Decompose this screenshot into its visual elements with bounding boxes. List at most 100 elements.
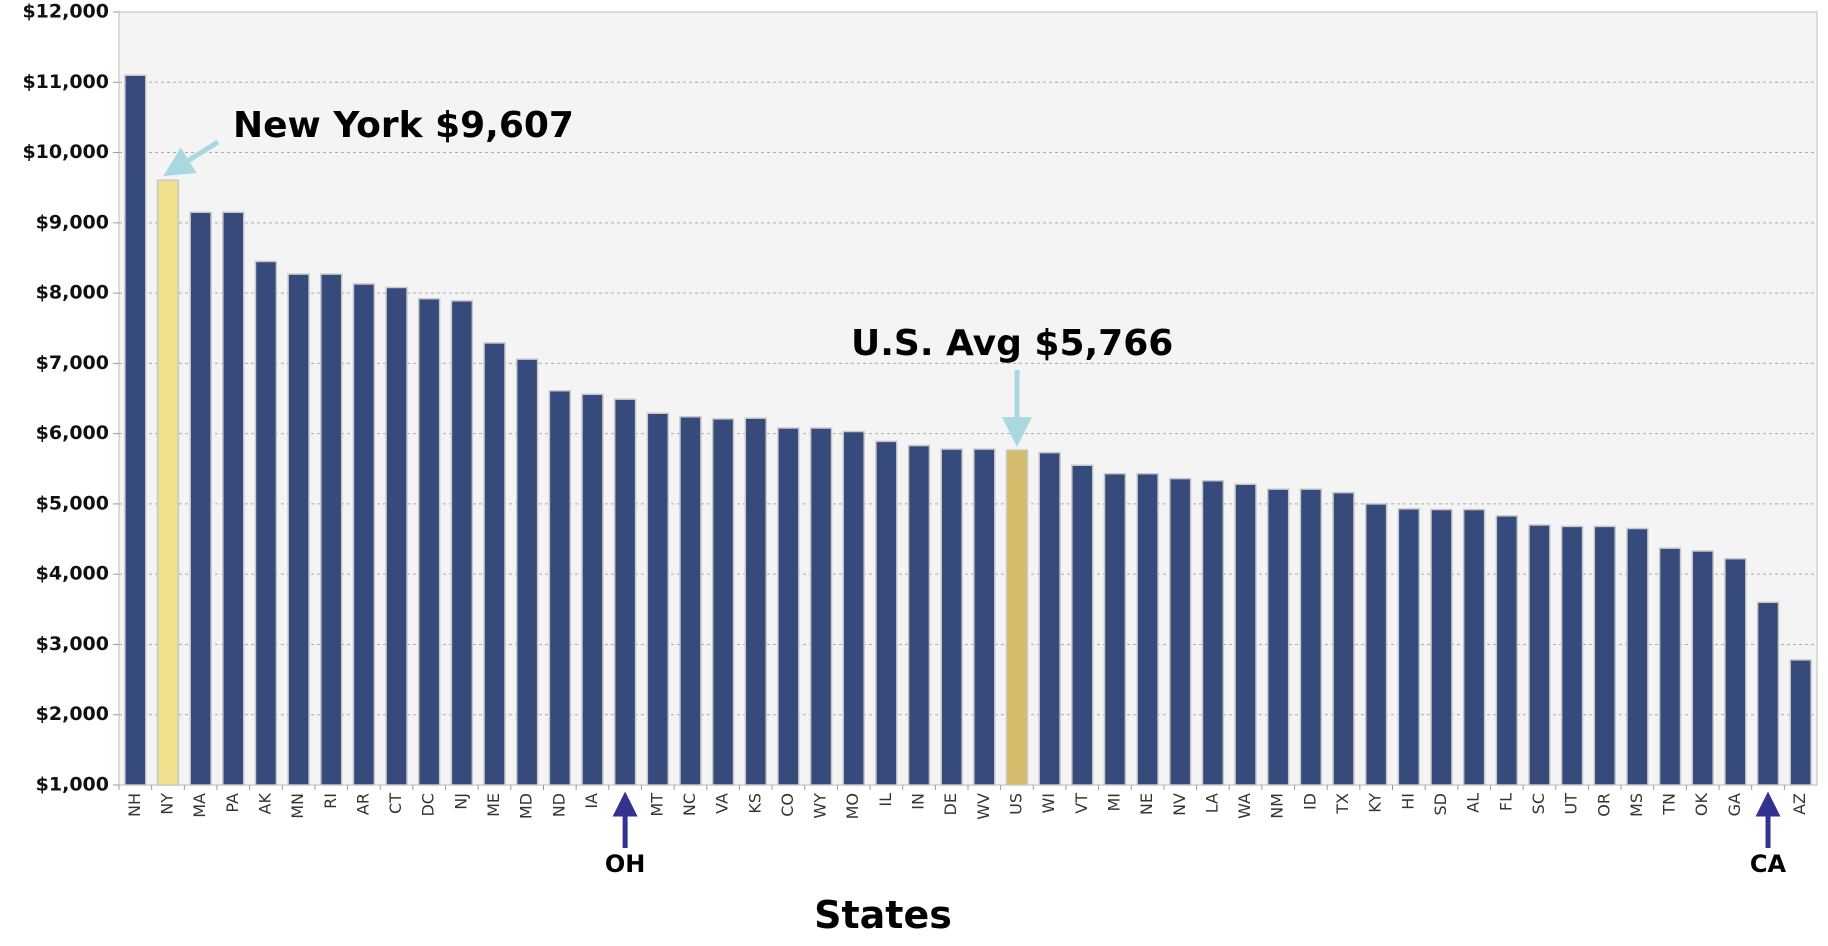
- x-tick-label: ND: [549, 793, 568, 817]
- bar: [1691, 550, 1714, 786]
- x-tick-label: ME: [484, 793, 503, 817]
- y-tick-label: $8,000: [36, 282, 109, 304]
- x-tick-label: AR: [353, 793, 372, 815]
- bar: [1528, 524, 1551, 786]
- bar: [940, 448, 963, 786]
- bar: [156, 179, 180, 786]
- x-tick-label: GA: [1725, 793, 1744, 816]
- bar: [1724, 557, 1747, 786]
- x-tick-label: HI: [1398, 793, 1417, 810]
- bar: [1430, 508, 1453, 786]
- x-tick-label: MN: [288, 793, 307, 819]
- bar: [548, 390, 572, 786]
- annotation: U.S. Avg $5,766: [851, 323, 1173, 364]
- x-tick-label: NY: [157, 793, 176, 815]
- bar: [1626, 527, 1649, 786]
- x-tick-label: DE: [941, 793, 960, 815]
- x-tick-label: SD: [1431, 793, 1450, 815]
- y-tick-label: $12,000: [22, 1, 109, 23]
- x-tick-label: KY: [1366, 793, 1385, 813]
- bar: [1201, 479, 1225, 786]
- x-axis-title: States: [814, 893, 952, 937]
- bar: [254, 260, 278, 786]
- bar: [515, 358, 539, 786]
- x-tick-label: MD: [517, 793, 536, 819]
- bar: [1364, 503, 1388, 786]
- bar: [679, 416, 702, 786]
- bar: [1071, 464, 1094, 786]
- x-tick-label: VA: [713, 793, 732, 814]
- x-tick-label: RI: [321, 793, 340, 809]
- x-tick-label: NV: [1170, 793, 1189, 816]
- y-tick-label: $2,000: [36, 703, 109, 725]
- x-tick-label: NJ: [451, 793, 470, 810]
- y-tick-label: $1,000: [36, 774, 109, 796]
- bar: [1005, 449, 1029, 786]
- annotation-arrow: [163, 139, 220, 177]
- bar: [418, 297, 441, 786]
- bar: [483, 342, 506, 786]
- x-tick-label: AL: [1464, 793, 1483, 813]
- x-tick-label: CO: [778, 793, 797, 817]
- bar: [1593, 525, 1616, 786]
- bar: [1136, 472, 1159, 786]
- x-tick-label: WA: [1235, 793, 1254, 819]
- x-tick-label: OR: [1594, 793, 1613, 817]
- bar: [222, 211, 245, 786]
- x-tick-label: IL: [876, 793, 895, 807]
- x-tick-label: IN: [909, 793, 928, 810]
- x-tick-label: MA: [190, 793, 209, 818]
- bar: [1038, 451, 1061, 786]
- y-tick-label: $10,000: [22, 141, 109, 163]
- x-tick-label: ID: [1300, 793, 1319, 810]
- x-tick-label: DC: [419, 793, 438, 817]
- bar: [646, 412, 669, 786]
- x-tick-label: US: [1006, 793, 1025, 815]
- x-tick-label: MO: [843, 793, 862, 819]
- x-tick-label: NE: [1137, 793, 1156, 815]
- x-tick-label: FL: [1496, 793, 1515, 811]
- bar: [1789, 659, 1812, 786]
- bar: [1299, 488, 1323, 786]
- bar: [581, 393, 604, 786]
- bar: [744, 417, 767, 786]
- bar: [1756, 601, 1780, 786]
- x-tick-label: AZ: [1790, 793, 1809, 815]
- x-tick-label: CT: [386, 793, 405, 814]
- y-tick-label: $9,000: [36, 211, 109, 233]
- bar: [1462, 508, 1486, 786]
- x-tick-label: NC: [680, 793, 699, 816]
- x-tick-label: IA: [582, 793, 601, 809]
- bar: [1495, 515, 1518, 786]
- bar: [1267, 488, 1290, 786]
- bar: [809, 427, 833, 786]
- x-tick-label: PA: [223, 793, 242, 813]
- bar: [907, 444, 931, 786]
- x-tick-label: TN: [1660, 793, 1679, 816]
- bar: [1658, 547, 1682, 786]
- x-tick-label: WY: [811, 793, 830, 819]
- y-tick-label: $4,000: [36, 563, 109, 585]
- x-tick-label: AK: [255, 792, 274, 814]
- bar: [973, 448, 996, 786]
- y-tick-label: $11,000: [22, 71, 109, 93]
- annotation: CA: [1750, 850, 1787, 878]
- x-tick-label: UT: [1562, 793, 1581, 815]
- y-tick-label: $6,000: [36, 422, 109, 444]
- x-tick-label: SC: [1529, 793, 1548, 814]
- bar: [875, 440, 898, 786]
- x-tick-label: WV: [974, 793, 993, 820]
- bar: [189, 211, 212, 786]
- bar: [711, 418, 735, 786]
- x-tick-label: KS: [745, 793, 764, 814]
- x-tick-label: OK: [1692, 793, 1711, 817]
- bar: [450, 300, 474, 786]
- y-tick-label: $3,000: [36, 633, 109, 655]
- x-tick-label: MS: [1627, 793, 1646, 817]
- x-tick-label: VT: [1072, 793, 1091, 814]
- y-tick-label: $7,000: [36, 352, 109, 374]
- bar: [352, 283, 376, 786]
- bar: [1560, 525, 1584, 786]
- bar: [1397, 508, 1421, 786]
